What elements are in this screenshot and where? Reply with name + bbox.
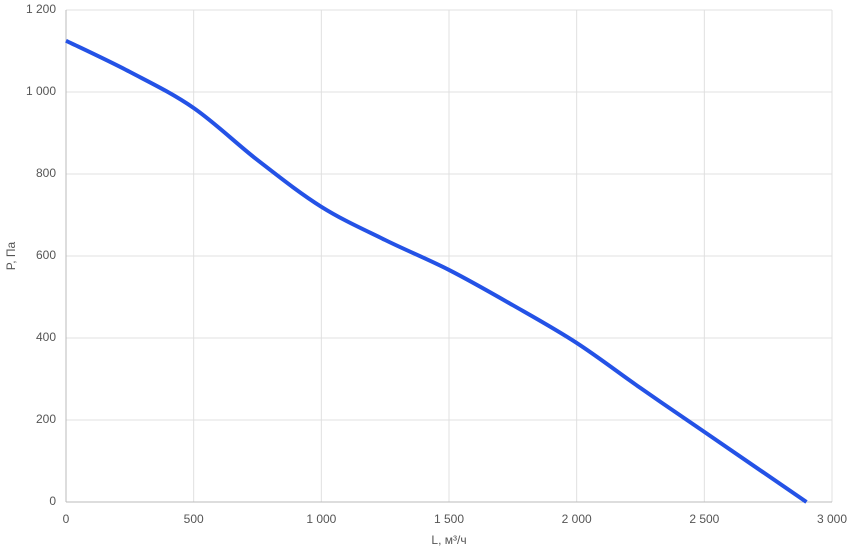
x-axis-title: L, м³/ч [431, 533, 466, 547]
x-tick-label: 0 [63, 512, 70, 526]
line [65, 38, 808, 504]
y-tick-label: 800 [36, 166, 56, 180]
x-tick-label: 2 000 [562, 512, 592, 526]
y-tick-label: 200 [36, 412, 56, 426]
y-tick-label: 1 200 [26, 2, 56, 16]
x-tick-label: 2 500 [689, 512, 719, 526]
y-tick-label: 400 [36, 330, 56, 344]
x-tick-label: 3 000 [817, 512, 847, 526]
x-tick-label: 500 [184, 512, 204, 526]
x-tick-label: 1 500 [434, 512, 464, 526]
y-tick-label: 0 [49, 494, 56, 508]
x-tick-label: 1 000 [306, 512, 336, 526]
y-tick-label: 600 [36, 248, 56, 262]
y-tick-label: 1 000 [26, 84, 56, 98]
y-axis-title: P, Па [4, 241, 18, 270]
